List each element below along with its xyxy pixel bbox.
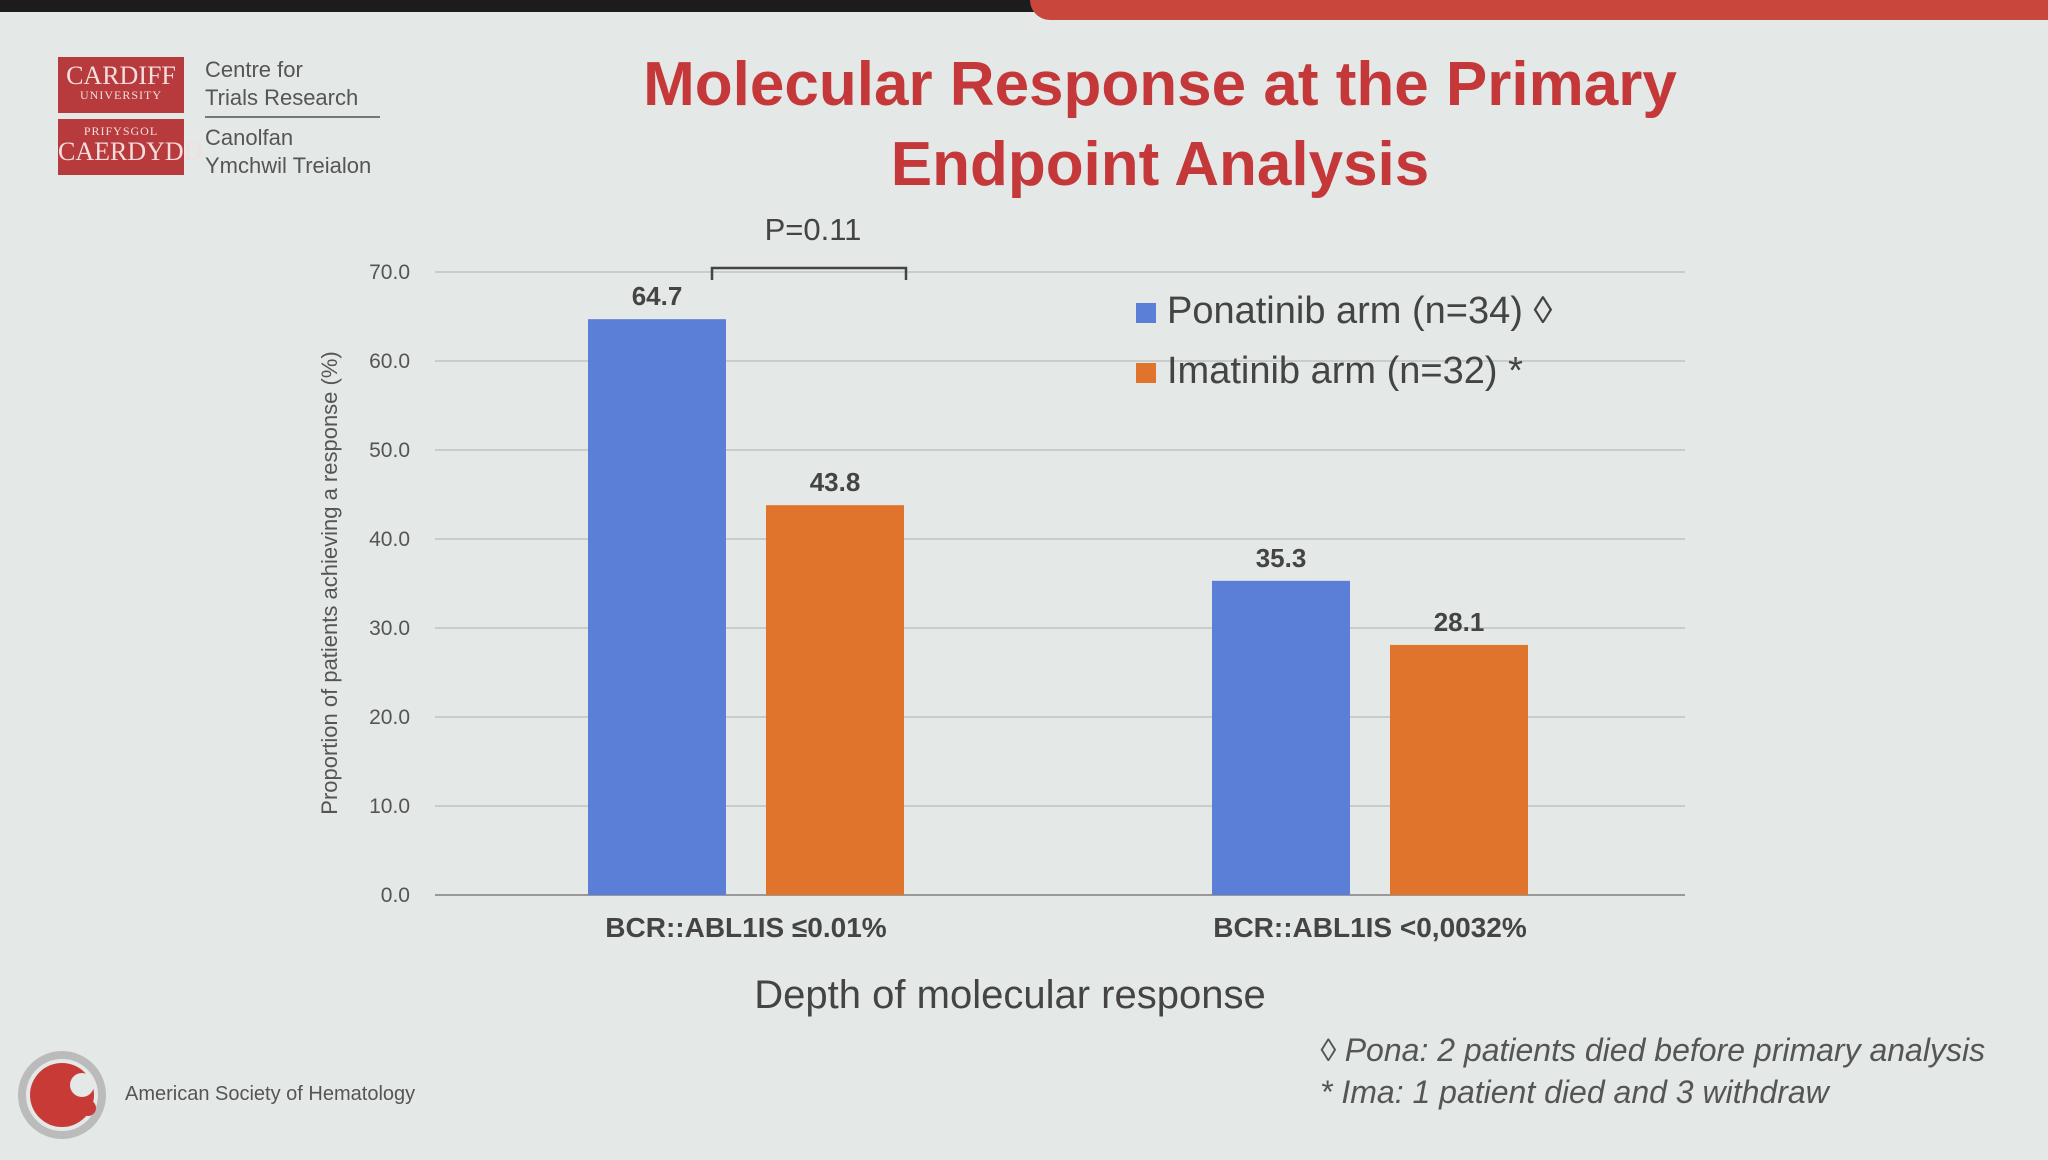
y-tick-label: 30.0: [369, 617, 410, 640]
legend-swatch: [1136, 303, 1156, 323]
data-label: 28.1: [1434, 607, 1485, 637]
centre-name-cy: Canolfan Ymchwil Treialon: [205, 125, 372, 178]
bar: [766, 505, 904, 895]
data-label: 43.8: [810, 467, 861, 497]
cardiff-logo: CARDIFF UNIVERSITY PRIFYSGOL CAERDYDD: [58, 57, 203, 177]
slide-title: Molecular Response at the Primary Endpoin…: [643, 50, 1677, 199]
y-tick-label: 40.0: [369, 528, 410, 551]
x-tick-label: BCR::ABL1IS <0,0032%: [1213, 912, 1527, 943]
slide-top-accent: [1030, 0, 2048, 20]
data-label: 35.3: [1256, 543, 1307, 573]
legend-label: Imatinib arm (n=32) *: [1167, 350, 1523, 392]
centre-name-en: Centre for Trials Research: [205, 56, 380, 118]
legend-swatch: [1136, 363, 1156, 383]
bar: [1390, 644, 1528, 895]
bar: [1212, 580, 1350, 895]
y-tick-label: 10.0: [369, 795, 410, 818]
x-tick-label: BCR::ABL1IS ≤0.01%: [605, 912, 887, 943]
ash-logo-icon: [18, 1051, 106, 1139]
logo-text: CARDIFF: [66, 61, 176, 90]
x-axis-label: Depth of molecular response: [754, 973, 1265, 1017]
p-value-label: P=0.11: [765, 212, 862, 247]
logo-text: CAERDYDD: [58, 137, 203, 166]
legend-label: Ponatinib arm (n=34) ◊: [1167, 290, 1552, 332]
footnote-pona: ◊ Pona: 2 patients died before primary a…: [1320, 1032, 1986, 1068]
y-tick-label: 20.0: [369, 706, 410, 729]
logo-text: UNIVERSITY: [80, 88, 162, 102]
y-tick-label: 60.0: [369, 350, 410, 373]
logo-text: PRIFYSGOL: [83, 124, 159, 138]
y-tick-label: 0.0: [381, 884, 410, 907]
data-label: 64.7: [632, 281, 683, 311]
y-tick-label: 70.0: [369, 261, 410, 284]
ash-label: American Society of Hematology: [125, 1083, 416, 1105]
y-axis-label: Proportion of patients achieving a respo…: [317, 351, 342, 814]
y-tick-label: 50.0: [369, 439, 410, 462]
bar: [588, 319, 726, 895]
footnote-ima: * Ima: 1 patient died and 3 withdraw: [1320, 1074, 1829, 1110]
significance-bracket: [710, 266, 908, 280]
